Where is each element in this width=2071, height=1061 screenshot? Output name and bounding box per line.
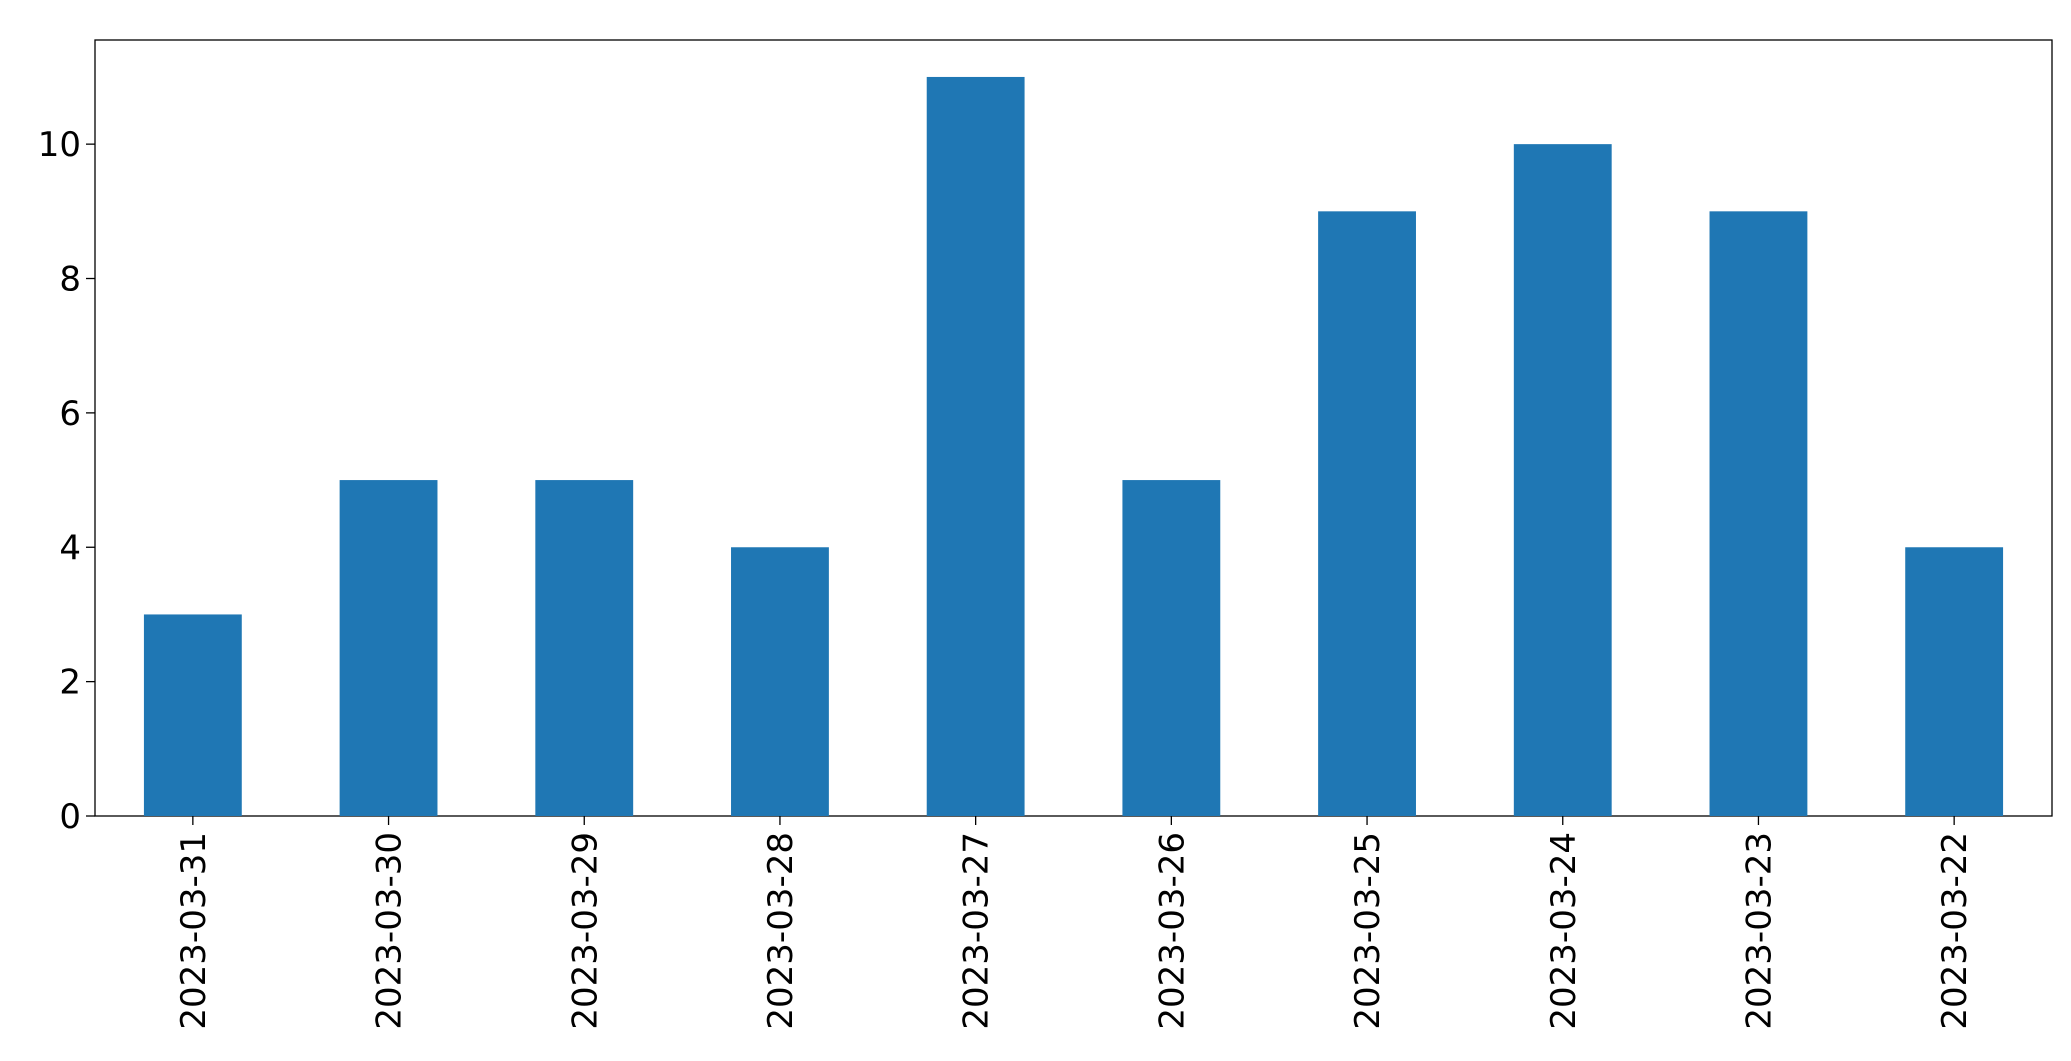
bar <box>1513 144 1612 816</box>
plot-frame <box>94 39 2053 817</box>
y-tick-label: 6 <box>59 394 81 434</box>
x-tick-label: 2023-03-25 <box>1348 832 1388 1030</box>
bar <box>535 480 634 816</box>
bar <box>339 480 438 816</box>
x-tick-label: 2023-03-31 <box>174 832 214 1030</box>
y-tick-label: 10 <box>38 125 81 165</box>
x-tick-label: 2023-03-28 <box>761 832 801 1030</box>
bar <box>1709 211 1808 816</box>
y-tick-label: 8 <box>59 260 81 300</box>
x-tick-label: 2023-03-22 <box>1935 832 1975 1030</box>
bar <box>143 614 242 816</box>
bar <box>731 547 829 816</box>
y-tick-label: 4 <box>59 528 81 568</box>
bar <box>1122 480 1221 816</box>
x-tick-label: 2023-03-30 <box>370 832 410 1030</box>
x-tick-label: 2023-03-27 <box>957 832 997 1030</box>
x-tick-label: 2023-03-29 <box>565 832 605 1030</box>
y-tick-label: 2 <box>59 663 81 703</box>
x-tick-label: 2023-03-23 <box>1739 832 1779 1030</box>
x-tick-label: 2023-03-24 <box>1544 832 1584 1030</box>
bar <box>1318 211 1416 816</box>
bar <box>926 76 1025 816</box>
bar <box>1905 547 2004 816</box>
x-tick-label: 2023-03-26 <box>1152 832 1192 1030</box>
y-tick-label: 0 <box>59 797 81 837</box>
